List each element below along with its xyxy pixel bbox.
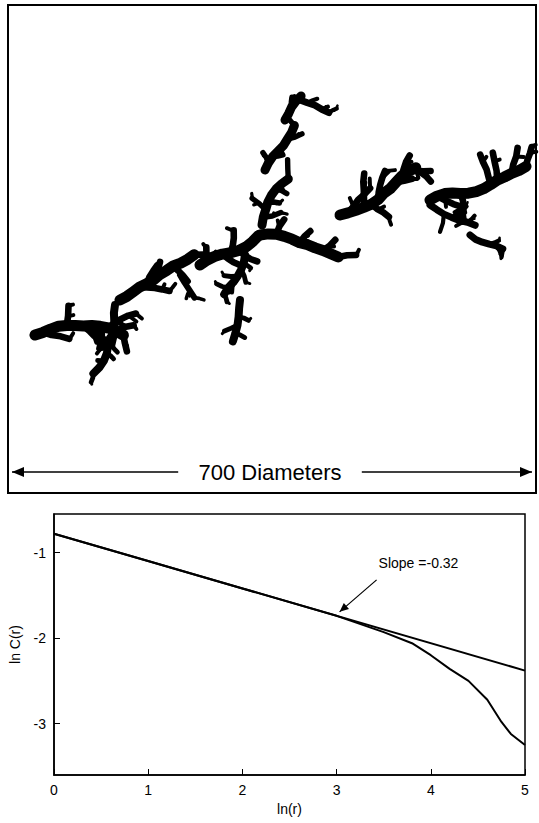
svg-text:Slope =-0.32: Slope =-0.32	[379, 555, 459, 571]
svg-text:700 Diameters: 700 Diameters	[198, 460, 341, 485]
svg-text:3: 3	[333, 782, 341, 798]
svg-text:4: 4	[427, 782, 435, 798]
svg-text:ln(r): ln(r)	[277, 801, 302, 817]
svg-text:5: 5	[521, 782, 529, 798]
svg-text:2: 2	[239, 782, 247, 798]
svg-text:-1: -1	[34, 545, 47, 561]
svg-text:ln C(r): ln C(r)	[7, 625, 23, 664]
svg-text:-3: -3	[34, 716, 47, 732]
svg-text:0: 0	[50, 782, 58, 798]
svg-text:1: 1	[144, 782, 152, 798]
svg-text:-2: -2	[34, 630, 47, 646]
